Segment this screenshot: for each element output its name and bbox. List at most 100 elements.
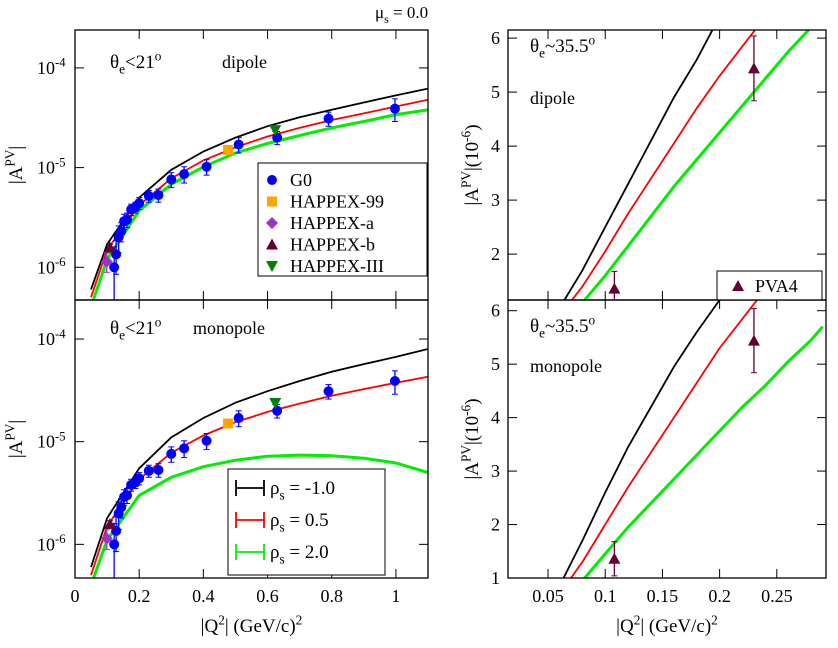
x-axis-label-part: 2 <box>634 612 641 627</box>
marker <box>223 418 234 429</box>
figure-title-part: μ <box>375 3 384 22</box>
marker <box>269 398 282 410</box>
legend-label: G0 <box>290 170 312 190</box>
y-tick-label-part: -4 <box>55 56 66 70</box>
y-axis-label: |APV| <box>2 420 27 458</box>
x-tick-label: 0.6 <box>256 586 279 606</box>
x-tick-label: 0.05 <box>532 586 564 606</box>
x-axis-label-part: 2 <box>711 612 718 627</box>
y-axis-label-part: |A <box>462 188 483 206</box>
y-tick-label-part: -6 <box>55 255 66 269</box>
marker <box>389 103 400 114</box>
y-axis-label-part: -6 <box>458 130 473 141</box>
y-axis-label: |APV|(10-6) <box>458 124 483 205</box>
marker <box>166 174 177 185</box>
x-tick-label: 0.2 <box>708 586 731 606</box>
panel-label-part: o <box>155 314 162 329</box>
plot-area <box>90 348 428 578</box>
marker <box>121 214 132 225</box>
y-axis-label-part: PV <box>2 423 17 440</box>
plot-area <box>90 87 428 300</box>
marker <box>103 241 116 253</box>
y-axis-label-part: |A <box>6 440 27 458</box>
marker <box>166 448 177 459</box>
y-tick-label: 4 <box>491 408 500 428</box>
figure-title: μs = 0.0 <box>375 3 428 26</box>
y-axis-label-part: | <box>6 420 27 424</box>
marker <box>608 282 621 294</box>
y-tick-label: 10-6 <box>37 255 66 277</box>
panel-label: θe~35.5o <box>530 32 596 60</box>
marker <box>121 490 132 501</box>
legend-label-part: s <box>279 552 284 567</box>
y-tick-label-part: 10 <box>37 257 55 277</box>
curve <box>570 30 757 300</box>
panel-label-part: o <box>589 312 596 327</box>
figure-title-part: = 0.0 <box>389 3 428 22</box>
panel-label-part: <21 <box>125 52 155 73</box>
y-tick-label: 4 <box>491 136 500 156</box>
y-axis-label-part: ) <box>462 398 483 404</box>
legend-label: ρs = -1.0 <box>270 478 335 503</box>
y-axis-label-part: PV <box>458 445 473 462</box>
legend-label-part: = 2.0 <box>285 542 329 563</box>
plot-frame <box>74 299 429 579</box>
y-tick-label: 3 <box>491 190 500 210</box>
y-tick-label-part: 10 <box>37 329 55 349</box>
marker <box>103 517 116 529</box>
marker <box>233 413 244 424</box>
panel-label: θe~35.5o <box>530 312 596 340</box>
legend-label: HAPPEX-99 <box>290 192 384 212</box>
panel-label: dipole <box>530 88 575 108</box>
legend-label: HAPPEX-b <box>290 235 375 255</box>
legend-label-part: s <box>279 520 284 535</box>
y-axis-label-part: ) <box>462 124 483 130</box>
legend-label-part: = 0.5 <box>285 510 329 531</box>
curve <box>90 348 428 568</box>
y-tick-label-part: 10 <box>37 158 55 178</box>
y-tick-label-part: -5 <box>55 155 66 169</box>
y-tick-label-part: 10 <box>37 534 55 554</box>
legend-box <box>257 162 428 277</box>
panel-label-part: θ <box>530 36 539 57</box>
panel-label-part: ~35.5 <box>545 316 589 337</box>
y-axis-label-part: |A <box>6 166 27 184</box>
plot-frame <box>507 299 827 579</box>
x-axis-label-part: 2 <box>296 612 303 627</box>
marker <box>233 139 244 150</box>
x-tick-label: 0.4 <box>192 586 215 606</box>
marker <box>608 552 621 564</box>
y-tick-label: 10-6 <box>37 532 66 554</box>
legend-box <box>227 468 386 576</box>
marker <box>267 175 277 185</box>
y-axis-label-part: |(10 <box>462 142 483 171</box>
y-tick-label-part: -4 <box>55 327 66 341</box>
marker <box>747 62 760 74</box>
y-axis-label-part: PV <box>458 171 473 188</box>
legend-label: HAPPEX-III <box>290 256 384 276</box>
y-axis-label-part: PV <box>2 149 17 166</box>
panel-label-part: θ <box>110 52 119 73</box>
panel-label-part: o <box>589 32 596 47</box>
legend-label-part: ρ <box>270 542 279 563</box>
marker <box>266 217 278 229</box>
panel-label-part: e <box>539 326 545 341</box>
panel-label: monopole <box>193 318 265 338</box>
marker <box>272 132 283 143</box>
y-tick-label: 10-4 <box>37 327 66 349</box>
marker <box>153 190 164 201</box>
marker <box>266 261 278 272</box>
marker <box>134 198 145 209</box>
marker <box>179 443 190 454</box>
marker <box>109 262 120 273</box>
y-axis-label-part: |A <box>462 462 483 480</box>
marker <box>143 190 154 201</box>
panel-label-part: θ <box>530 316 539 337</box>
marker <box>266 238 278 250</box>
legend-label: ρs = 2.0 <box>270 542 329 567</box>
curve <box>91 108 428 300</box>
panel-label-part: θ <box>110 318 119 339</box>
marker <box>269 125 282 137</box>
